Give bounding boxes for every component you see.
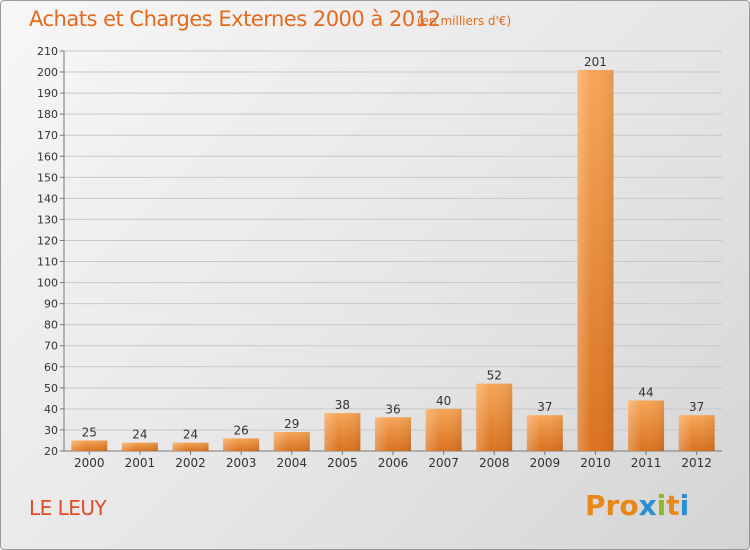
- data-label: 25: [82, 425, 97, 439]
- data-label: 24: [183, 428, 198, 442]
- data-label: 201: [584, 55, 607, 69]
- y-tick-label: 80: [44, 319, 58, 332]
- y-tick-label: 50: [44, 382, 58, 395]
- data-label: 38: [335, 398, 350, 412]
- y-tick-label: 150: [37, 171, 58, 184]
- x-tick-label: 2005: [327, 456, 358, 470]
- data-label: 52: [487, 369, 502, 383]
- data-label: 40: [436, 394, 451, 408]
- x-tick-label: 2007: [428, 456, 459, 470]
- y-tick-label: 60: [44, 361, 58, 374]
- y-tick-label: 140: [37, 192, 58, 205]
- y-tick-label: 20: [44, 445, 58, 458]
- chart-title: Achats et Charges Externes 2000 à 2012: [29, 7, 441, 31]
- y-tick-label: 100: [37, 277, 58, 290]
- y-tick-label: 120: [37, 234, 58, 247]
- logo-letter: x: [638, 489, 657, 522]
- y-tick-label: 130: [37, 213, 58, 226]
- data-label: 37: [537, 400, 552, 414]
- y-tick-label: 180: [37, 108, 58, 121]
- x-tick-label: 2012: [681, 456, 712, 470]
- data-label: 29: [284, 417, 299, 431]
- logo-letter: r: [605, 489, 620, 522]
- x-tick-label: 2011: [631, 456, 662, 470]
- chart-unit: (en milliers d'€): [417, 14, 512, 28]
- proxiti-logo[interactable]: Proxiti: [585, 489, 689, 522]
- bar-shade: [273, 432, 310, 451]
- data-label: 26: [234, 423, 249, 437]
- bar-shade: [172, 442, 209, 451]
- x-tick-label: 2002: [175, 456, 206, 470]
- y-tick-label: 30: [44, 424, 58, 437]
- x-tick-label: 2006: [378, 456, 409, 470]
- y-tick-label: 110: [37, 256, 58, 269]
- logo-letter: i: [656, 489, 667, 522]
- x-tick-label: 2000: [74, 456, 105, 470]
- bar-shade: [223, 438, 260, 451]
- y-tick-label: 190: [37, 87, 58, 100]
- bar-shade: [526, 415, 563, 451]
- logo-letter: o: [619, 489, 639, 522]
- y-tick-label: 90: [44, 298, 58, 311]
- logo-letter: i: [679, 489, 690, 522]
- logo-letter: t: [666, 489, 680, 522]
- x-tick-label: 2008: [479, 456, 510, 470]
- y-tick-label: 200: [37, 66, 58, 79]
- y-tick-label: 160: [37, 150, 58, 163]
- bar-shade: [375, 417, 411, 451]
- x-tick-label: 2003: [226, 456, 257, 470]
- y-tick-label: 40: [44, 403, 58, 416]
- data-label: 24: [132, 428, 147, 442]
- x-tick-label: 2009: [530, 456, 561, 470]
- city-name: LE LEUY: [29, 496, 107, 520]
- y-tick-label: 210: [37, 45, 58, 58]
- bar-shade: [425, 408, 462, 451]
- bar-shade: [71, 440, 108, 451]
- y-tick-label: 170: [37, 129, 58, 142]
- x-tick-label: 2010: [580, 456, 611, 470]
- bar-shade: [577, 69, 614, 452]
- x-tick-label: 2001: [125, 456, 156, 470]
- bar-shade: [476, 383, 513, 451]
- y-tick-label: 70: [44, 340, 58, 353]
- bar-shade: [678, 415, 715, 451]
- bar-shade: [628, 400, 665, 451]
- data-label: 44: [638, 385, 653, 399]
- bar-shade: [121, 442, 158, 451]
- data-label: 37: [689, 400, 704, 414]
- bar-shade: [324, 413, 361, 451]
- x-tick-label: 2004: [276, 456, 307, 470]
- data-label: 36: [385, 402, 400, 416]
- logo-letter: P: [585, 489, 606, 522]
